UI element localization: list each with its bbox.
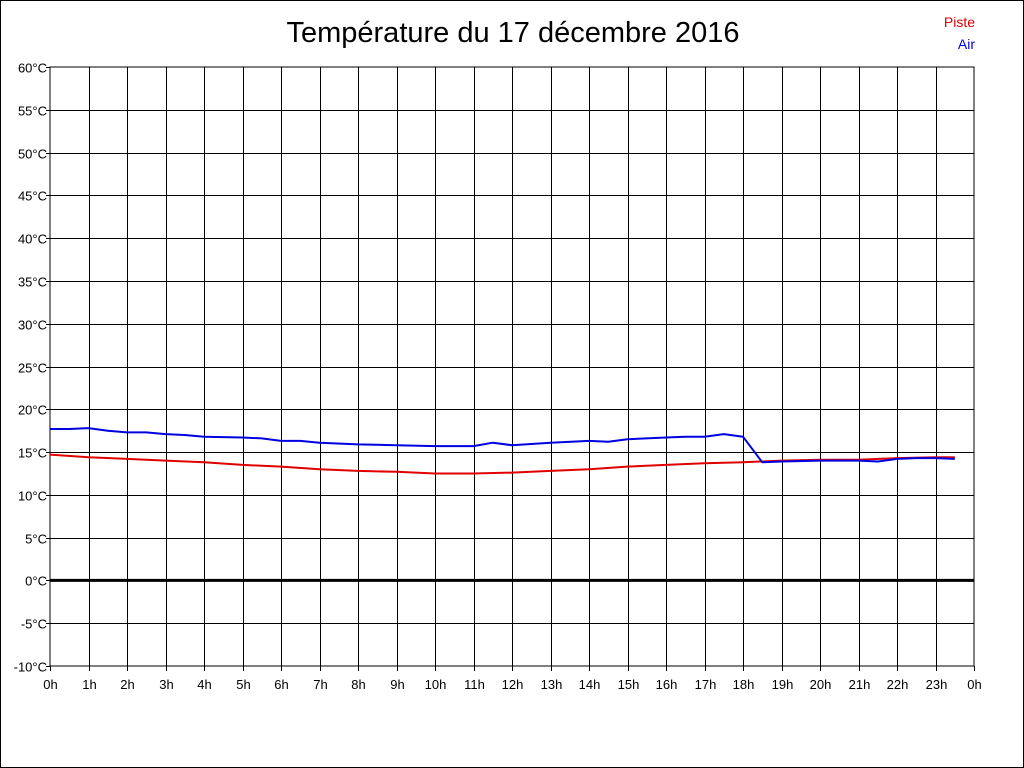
y-tick-label: 40°C — [18, 232, 47, 247]
x-tick-label: 10h — [425, 677, 447, 692]
x-tick-label: 0h — [43, 677, 57, 692]
y-tick-label: 25°C — [18, 361, 47, 376]
x-tick-label: 2h — [120, 677, 134, 692]
x-tick-label: 18h — [733, 677, 755, 692]
y-tick-label: 20°C — [18, 403, 47, 418]
y-tick-label: -10°C — [14, 660, 47, 675]
x-tick-label: 21h — [849, 677, 871, 692]
x-tick-label: 6h — [274, 677, 288, 692]
series-line-air — [50, 427, 955, 464]
y-tick-label: 50°C — [18, 147, 47, 162]
x-tick-label: 8h — [351, 677, 365, 692]
x-tick-label: 13h — [541, 677, 563, 692]
x-tick-label: 19h — [772, 677, 794, 692]
y-tick-label: 15°C — [18, 446, 47, 461]
y-tick-label: -5°C — [21, 617, 47, 632]
x-tick-label: 15h — [618, 677, 640, 692]
y-tick-label: 35°C — [18, 275, 47, 290]
y-tick-label: 30°C — [18, 318, 47, 333]
x-tick-label: 16h — [656, 677, 678, 692]
x-tick-label: 14h — [579, 677, 601, 692]
x-tick-label: 0h — [967, 677, 981, 692]
y-tick-label: 5°C — [25, 532, 47, 547]
x-tick-label: 5h — [236, 677, 250, 692]
y-tick-label: 55°C — [18, 104, 47, 119]
x-tick-label: 22h — [887, 677, 909, 692]
y-tick-label: 60°C — [18, 61, 47, 76]
legend-entry-air: Air — [957, 36, 975, 52]
x-tick-label: 12h — [502, 677, 524, 692]
x-tick-label: 11h — [464, 677, 485, 692]
legend-entry-piste: Piste — [943, 14, 975, 30]
y-tick-label: 45°C — [18, 189, 47, 204]
x-tick-label: 1h — [82, 677, 96, 692]
x-tick-label: 17h — [695, 677, 717, 692]
x-tick-label: 9h — [390, 677, 404, 692]
y-tick-label: 0°C — [25, 574, 47, 589]
chart-title: Température du 17 décembre 2016 — [286, 17, 740, 49]
x-tick-label: 4h — [197, 677, 211, 692]
x-tick-label: 23h — [926, 677, 948, 692]
y-tick-label: 10°C — [18, 489, 47, 504]
x-tick-label: 3h — [159, 677, 173, 692]
x-tick-label: 7h — [313, 677, 327, 692]
x-tick-label: 20h — [810, 677, 832, 692]
